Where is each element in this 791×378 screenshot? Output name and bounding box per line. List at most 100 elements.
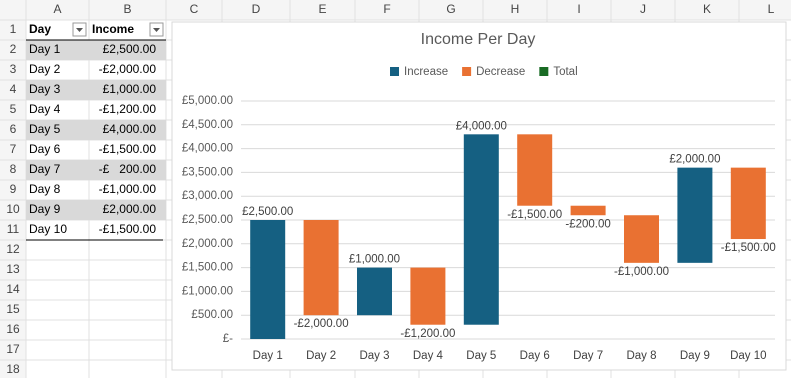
y-tick-label: £1,500.00: [182, 262, 233, 274]
bar: [463, 134, 499, 325]
row-band: [26, 200, 166, 220]
income-cell: £1,000.00: [103, 82, 157, 96]
y-tick-label: £500.00: [191, 309, 233, 321]
row-header: 9: [10, 182, 17, 196]
x-tick-label: Day 3: [359, 350, 389, 362]
row-header-bar: [0, 0, 26, 378]
income-cell: -£1,500.00: [99, 142, 157, 156]
header-cell: Day: [29, 22, 51, 36]
x-tick-label: Day 6: [520, 350, 550, 362]
day-cell: Day 10: [29, 222, 67, 236]
data-label: -£200.00: [565, 218, 610, 230]
x-tick-label: Day 1: [253, 350, 283, 362]
day-cell: Day 1: [29, 42, 61, 56]
y-tick-label: £3,000.00: [182, 190, 233, 202]
y-tick-label: £2,500.00: [182, 214, 233, 226]
day-cell: Day 5: [29, 122, 61, 136]
y-tick-label: £1,000.00: [182, 285, 233, 297]
bar: [410, 267, 446, 325]
bar: [570, 205, 606, 216]
day-cell: Day 7: [29, 162, 61, 176]
column-header: I: [577, 2, 580, 16]
x-tick-label: Day 5: [466, 350, 496, 362]
row-band: [26, 80, 166, 100]
bar: [357, 267, 392, 316]
x-tick-label: Day 9: [680, 350, 710, 362]
income-cell: -£1,500.00: [99, 222, 157, 236]
income-cell: -£ 200.00: [99, 162, 157, 176]
data-label: £2,000.00: [669, 154, 720, 166]
row-header: 4: [10, 82, 17, 96]
row-header: 16: [6, 322, 20, 336]
data-label: £4,000.00: [456, 120, 507, 132]
column-header: D: [252, 2, 261, 16]
filter-arrow: [153, 28, 160, 32]
row-header: 17: [6, 342, 20, 356]
x-tick-label: Day 4: [413, 350, 444, 362]
x-tick-label: Day 2: [306, 350, 336, 362]
column-header: J: [640, 2, 646, 16]
legend-label: Total: [553, 66, 577, 78]
y-tick-label: £3,500.00: [182, 166, 233, 178]
bar: [624, 215, 659, 263]
data-label: £2,500.00: [242, 206, 293, 218]
legend-label: Increase: [404, 66, 448, 78]
data-label: -£1,500.00: [721, 242, 776, 254]
income-cell: -£1,000.00: [99, 182, 157, 196]
x-tick-label: Day 8: [626, 350, 656, 362]
legend-label: Decrease: [476, 66, 525, 78]
income-cell: £2,500.00: [103, 42, 157, 56]
data-label: -£1,000.00: [614, 266, 669, 278]
row-header: 6: [10, 122, 17, 136]
header-cell: Income: [92, 22, 134, 36]
row-header: 18: [6, 362, 20, 376]
column-header: A: [53, 2, 61, 16]
bar: [250, 220, 286, 339]
day-cell: Day 3: [29, 82, 61, 96]
column-header: L: [768, 2, 775, 16]
row-header: 8: [10, 162, 17, 176]
y-tick-label: £4,500.00: [182, 119, 233, 131]
bar: [517, 134, 553, 206]
row-header: 2: [10, 42, 17, 56]
day-cell: Day 8: [29, 182, 61, 196]
income-cell: £2,000.00: [103, 202, 157, 216]
day-cell: Day 2: [29, 62, 61, 76]
column-header-bar: [0, 0, 791, 20]
row-header: 3: [10, 62, 17, 76]
x-tick-label: Day 7: [573, 350, 603, 362]
legend-swatch: [539, 67, 549, 76]
income-cell: -£2,000.00: [99, 62, 157, 76]
filter-arrow: [76, 28, 83, 32]
data-label: £1,000.00: [349, 254, 400, 266]
bar: [730, 167, 766, 240]
y-tick-label: £4,000.00: [182, 143, 233, 155]
row-header: 10: [6, 202, 20, 216]
data-label: -£2,000.00: [294, 318, 349, 330]
column-header: C: [190, 2, 199, 16]
column-header: K: [703, 2, 711, 16]
income-cell: -£1,200.00: [99, 102, 157, 116]
row-band: [26, 40, 166, 60]
column-header: H: [511, 2, 520, 16]
day-cell: Day 6: [29, 142, 61, 156]
bar: [677, 167, 713, 263]
legend-swatch: [462, 67, 472, 76]
bar: [303, 220, 339, 316]
y-tick-label: £5,000.00: [182, 95, 233, 107]
column-header: G: [446, 2, 455, 16]
chart-title: Income Per Day: [421, 31, 536, 48]
column-header: E: [318, 2, 326, 16]
row-header: 15: [6, 302, 20, 316]
row-header: 5: [10, 102, 17, 116]
column-header: F: [383, 2, 390, 16]
day-cell: Day 9: [29, 202, 61, 216]
table: Day 1 £2,500.00 Day 2 -£2,000.00 Day 3 £1,000…: [26, 22, 166, 241]
chart: Income Per Day £- £500.00 £1,000.00 £1,500.…: [171, 21, 787, 371]
row-band: [26, 160, 166, 180]
row-header: 12: [6, 242, 20, 256]
income-cell: £4,000.00: [103, 122, 157, 136]
x-tick-label: Day 10: [730, 350, 766, 362]
